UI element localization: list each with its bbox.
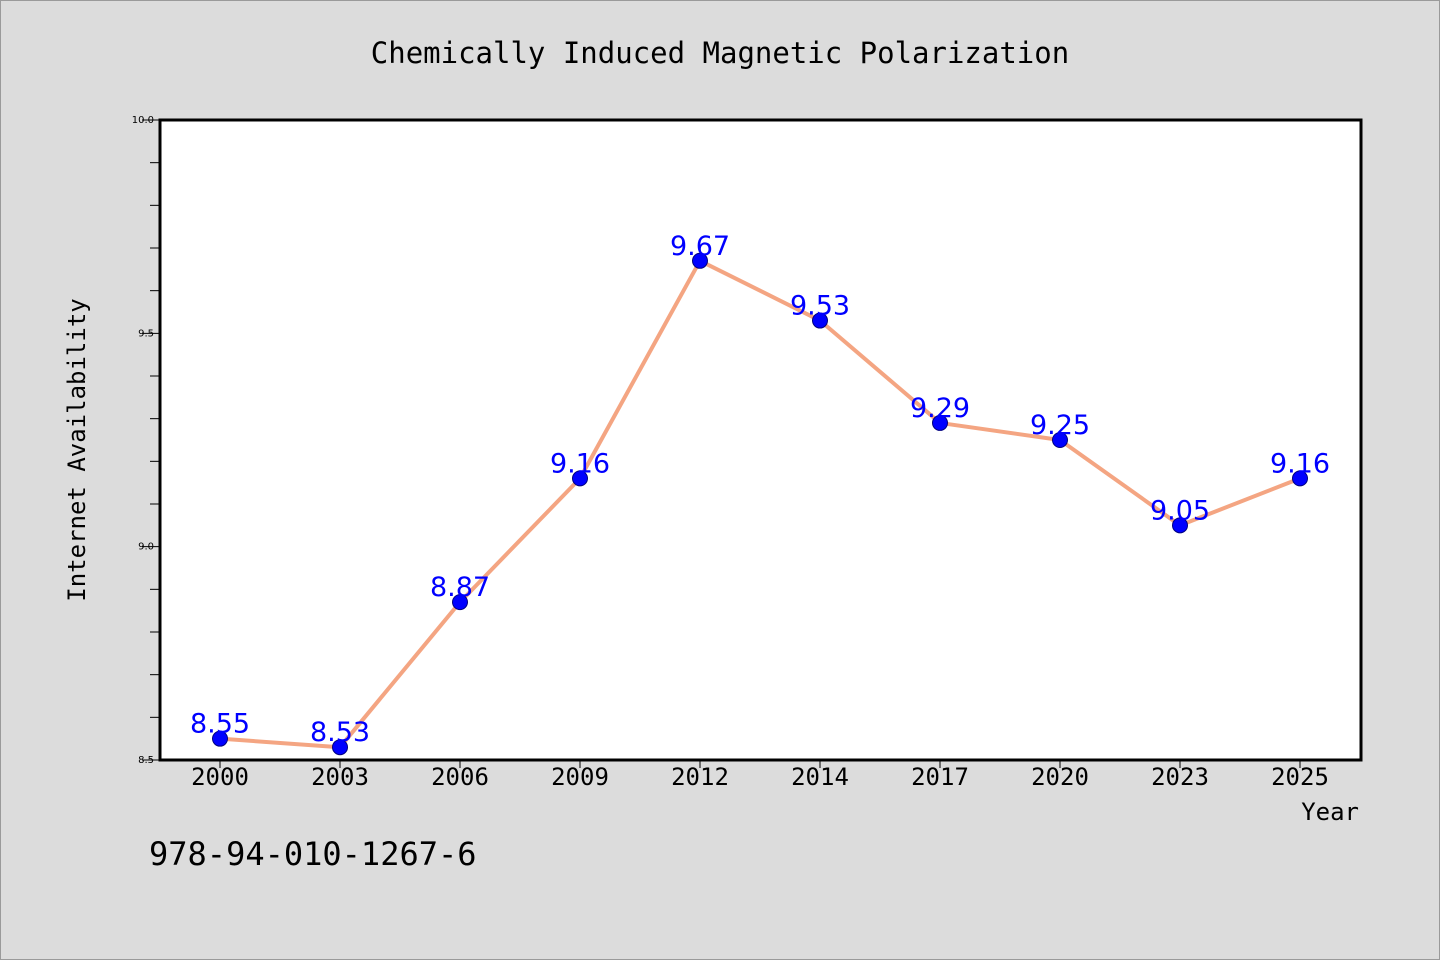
x-tick-label: 2025 — [1271, 763, 1329, 791]
series-line — [218, 258, 1302, 750]
y-axis-label: Internet Availability — [63, 298, 91, 601]
data-label: 9.05 — [1150, 495, 1210, 526]
x-tick-label: 2000 — [191, 763, 249, 791]
data-label: 9.67 — [670, 231, 730, 262]
data-point — [1052, 432, 1068, 448]
data-label: 9.16 — [550, 448, 610, 479]
annotation-text: 978-94-010-1267-6 — [149, 835, 477, 873]
data-point — [1292, 470, 1308, 487]
data-point — [452, 594, 468, 611]
x-tick-label: 2017 — [911, 763, 969, 791]
data-point — [692, 252, 708, 269]
x-tick-label: 2006 — [431, 763, 489, 791]
data-label: 8.55 — [190, 709, 250, 740]
y-axis: 8.5 9.0 9.5 10.0 — [132, 115, 160, 766]
data-label: 8.53 — [310, 717, 370, 748]
data-point — [932, 414, 948, 431]
plot-area — [158, 118, 1363, 762]
data-point — [572, 470, 588, 487]
x-axis-label: Year — [1301, 798, 1359, 826]
y-tick-label: 8.5 — [138, 755, 154, 766]
data-point — [332, 739, 348, 756]
series-layer: 8.55 8.53 8.87 9.16 9.67 9.53 9.29 9.25 9.05 9.16 — [190, 231, 1330, 756]
data-label: 9.29 — [910, 393, 970, 424]
y-tick-label: 10.0 — [132, 115, 154, 126]
data-point — [1172, 517, 1188, 534]
x-tick-label: 2003 — [311, 763, 369, 791]
x-tick-label: 2012 — [671, 763, 729, 791]
x-tick-label: 2023 — [1151, 763, 1209, 791]
x-tick-label: 2020 — [1031, 763, 1089, 791]
data-point — [812, 312, 828, 329]
data-label: 9.53 — [790, 291, 850, 322]
x-axis: 2000 2003 2006 2009 2012 2014 2017 2020 2023 2025 — [191, 760, 1329, 791]
data-point — [212, 730, 228, 747]
y-tick-label: 9.5 — [138, 328, 154, 339]
x-tick-label: 2009 — [551, 763, 609, 791]
data-label: 9.16 — [1270, 448, 1330, 479]
y-tick-label: 9.0 — [138, 542, 154, 553]
data-label: 9.25 — [1030, 410, 1090, 441]
x-tick-label: 2014 — [791, 763, 849, 791]
chart-title: Chemically Induced Magnetic Polarization — [371, 36, 1069, 70]
data-label: 8.87 — [430, 572, 490, 603]
